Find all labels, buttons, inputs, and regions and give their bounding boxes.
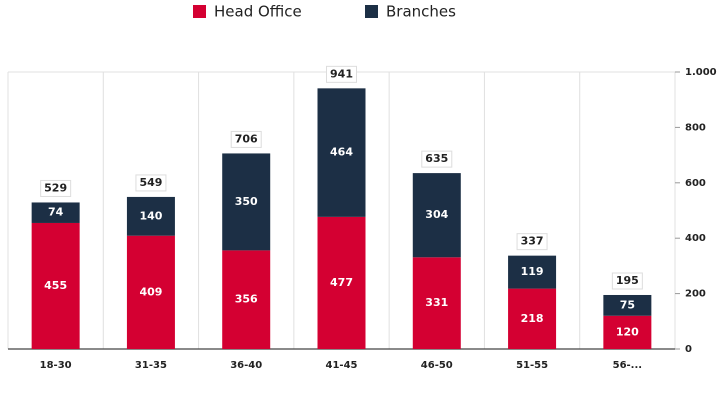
total-label: 549 bbox=[139, 176, 162, 189]
bar-segment bbox=[317, 216, 366, 349]
legend-swatch bbox=[365, 5, 378, 18]
segment-label: 218 bbox=[521, 312, 544, 325]
total-label-box bbox=[516, 233, 548, 251]
segment-label: 120 bbox=[616, 325, 639, 338]
bar-segment bbox=[222, 250, 271, 349]
total-label-box bbox=[135, 174, 167, 192]
bar-segment bbox=[222, 153, 271, 251]
bar-segment bbox=[126, 235, 175, 349]
y-tick-label: 0 bbox=[685, 344, 692, 355]
total-label: 635 bbox=[425, 152, 448, 165]
bar-segment bbox=[31, 202, 80, 223]
y-tick-label: 600 bbox=[685, 178, 706, 189]
segment-label: 74 bbox=[48, 206, 64, 219]
segment-label: 75 bbox=[620, 298, 635, 311]
segment-label: 477 bbox=[330, 276, 353, 289]
total-label: 941 bbox=[330, 67, 353, 80]
legend-label: Branches bbox=[386, 3, 456, 21]
segment-label: 119 bbox=[521, 265, 544, 278]
bar-segment bbox=[508, 255, 557, 289]
total-label: 529 bbox=[44, 181, 67, 194]
x-tick-label: 31-35 bbox=[135, 360, 167, 371]
legend-swatch bbox=[193, 5, 206, 18]
segment-label: 356 bbox=[235, 293, 258, 306]
total-label-box bbox=[326, 65, 357, 83]
x-tick-label: 56-... bbox=[613, 360, 642, 371]
segment-label: 409 bbox=[139, 285, 162, 298]
x-tick-label: 36-40 bbox=[230, 360, 262, 371]
segment-label: 464 bbox=[330, 146, 353, 159]
segment-label: 140 bbox=[139, 209, 162, 222]
bar-segment bbox=[508, 288, 557, 349]
segment-label: 304 bbox=[425, 208, 448, 221]
x-tick-label: 41-45 bbox=[326, 360, 358, 371]
y-tick-label: 200 bbox=[685, 289, 706, 300]
segment-label: 350 bbox=[235, 195, 258, 208]
bar-segment bbox=[126, 196, 175, 236]
y-tick-label: 800 bbox=[685, 122, 706, 133]
segment-label: 455 bbox=[44, 279, 67, 292]
total-label: 706 bbox=[235, 132, 258, 145]
total-label-box bbox=[421, 150, 453, 168]
bar-segment bbox=[412, 257, 461, 349]
y-tick-label: 400 bbox=[685, 233, 706, 244]
x-tick-label: 18-30 bbox=[40, 360, 72, 371]
bar-segment bbox=[603, 315, 652, 349]
segment-label: 331 bbox=[425, 296, 448, 309]
x-tick-label: 51-55 bbox=[516, 360, 548, 371]
bar-segment bbox=[31, 222, 80, 349]
total-label-box bbox=[611, 272, 643, 290]
total-label-box bbox=[40, 179, 72, 197]
legend-label: Head Office bbox=[214, 3, 302, 21]
total-label: 337 bbox=[521, 235, 544, 248]
bar-segment bbox=[317, 88, 366, 217]
bar-segment bbox=[603, 294, 652, 316]
total-label-box bbox=[230, 130, 262, 148]
total-label: 195 bbox=[616, 274, 639, 287]
y-tick-label: 1.000 bbox=[685, 67, 717, 78]
x-tick-label: 46-50 bbox=[421, 360, 453, 371]
bar-segment bbox=[412, 173, 461, 258]
